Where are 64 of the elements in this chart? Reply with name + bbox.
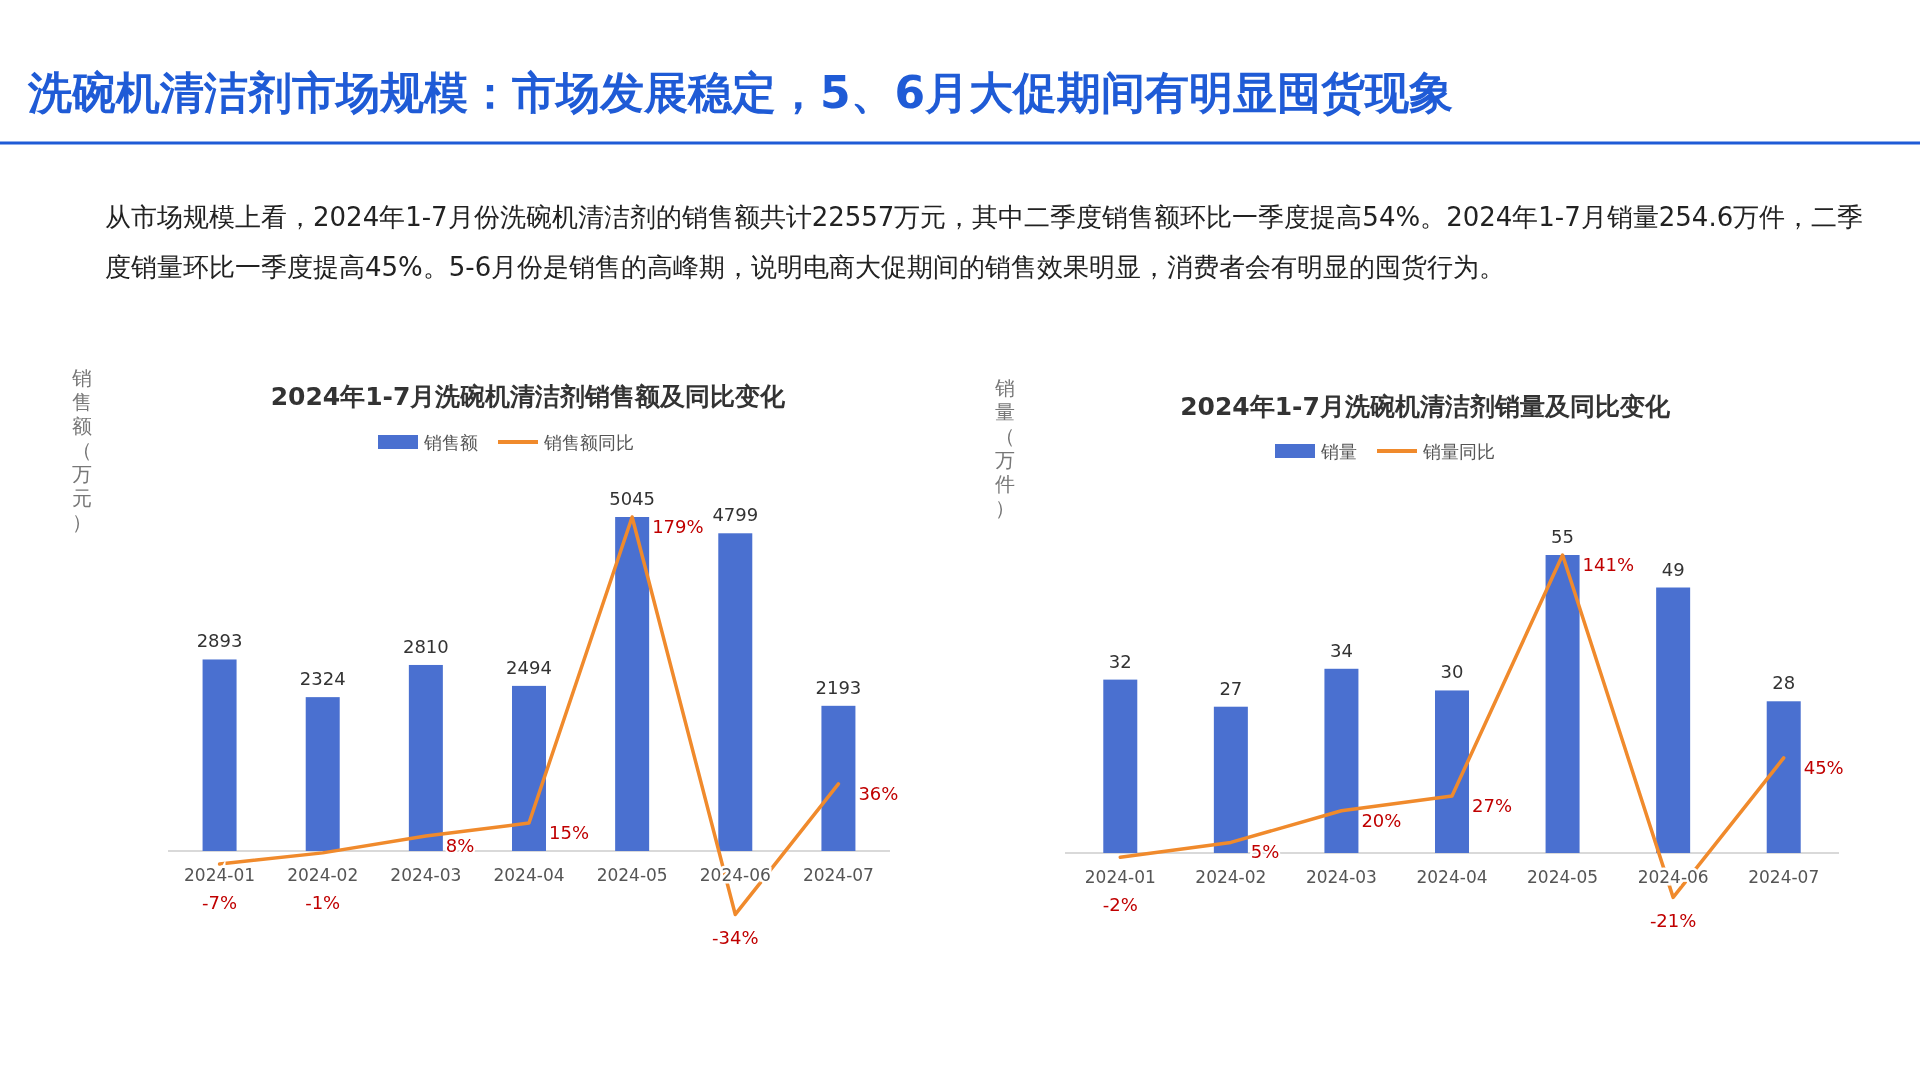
x-tick-label: 2024-07 <box>1748 867 1820 887</box>
text: 从市场规模上看，2024年1-7月份洗碗机清洁剂的销售额共计22557万元，其中二季度销售额环比一季度提高54%。2024年1-7月销量254.6万件，二季度销量环比一季度提高45%。5-6月份是销售的高峰期，说明电商大促期间的销售效果明显，消费者会有明显的囤货行为。 <box>105 201 1865 284</box>
x-tick-label: 2024-05 <box>1527 867 1599 887</box>
bar <box>1103 679 1138 853</box>
y-axis-title: 销售额（万元） <box>71 366 92 534</box>
data-label: 141% <box>1582 554 1635 575</box>
data-label: -21% <box>1649 910 1697 932</box>
bar <box>512 685 546 851</box>
data-label: 45% <box>1803 756 1844 778</box>
data-label: 2193 <box>815 676 862 698</box>
data-label: 27 <box>1219 677 1243 699</box>
x-tick-label: 2024-05 <box>596 865 668 885</box>
bar <box>408 664 443 851</box>
data-label: -2% <box>1102 894 1138 915</box>
x-tick-label: 2024-03 <box>390 865 462 885</box>
bar <box>615 517 650 851</box>
data-label: -1% <box>305 892 341 913</box>
bar <box>1766 701 1801 853</box>
bar <box>305 697 340 851</box>
legend-label: 销量同比 <box>1422 441 1495 462</box>
bar <box>1324 668 1359 853</box>
data-label: 2810 <box>402 635 449 657</box>
data-label: 5% <box>1250 841 1280 863</box>
data-label: 55 <box>1551 526 1575 547</box>
x-tick-label: 2024-01 <box>184 865 256 885</box>
x-tick-label: 2024-04 <box>493 865 565 885</box>
bar <box>1213 706 1248 853</box>
data-label: 15% <box>549 822 590 844</box>
text: 洗碗机清洁剂市场规模：市场发展稳定，5、6月大促期间有明显囤货现象 <box>27 67 1454 118</box>
data-label: 20% <box>1361 809 1402 831</box>
bar <box>202 659 237 851</box>
y-axis-title: 销量（万件） <box>994 376 1015 520</box>
data-label: 27% <box>1472 794 1513 816</box>
x-tick-label: 2024-02 <box>1195 867 1267 887</box>
data-label: -34% <box>712 927 759 949</box>
x-tick-label: 2024-03 <box>1305 867 1377 887</box>
x-tick-label: 2024-07 <box>802 865 874 885</box>
data-label: 36% <box>858 782 899 804</box>
bar <box>821 705 856 851</box>
data-label: 4799 <box>712 504 759 526</box>
x-tick-label: 2024-04 <box>1416 867 1488 887</box>
data-label: 49 <box>1661 558 1685 580</box>
data-label: 8% <box>445 835 475 857</box>
data-label: 2893 <box>196 630 243 652</box>
data-label: -7% <box>202 892 238 913</box>
bar <box>1656 587 1691 853</box>
data-label: 32 <box>1108 650 1132 672</box>
data-label: 179% <box>652 516 704 537</box>
data-label: 5045 <box>609 488 656 509</box>
x-tick-label: 2024-02 <box>287 865 359 885</box>
data-label: 2494 <box>506 656 552 678</box>
chart-title: 2024年1-7月洗碗机清洁剂销售额及同比变化 <box>270 382 787 411</box>
legend-label: 销售额 <box>423 432 478 453</box>
data-label: 2324 <box>299 668 346 690</box>
data-label: 30 <box>1440 661 1464 683</box>
chart-title: 2024年1-7月洗碗机清洁剂销量及同比变化 <box>1180 392 1671 421</box>
legend-label: 销售额同比 <box>543 432 634 453</box>
bar <box>1435 690 1469 853</box>
x-tick-label: 2024-01 <box>1084 867 1156 887</box>
legend-label: 销量 <box>1320 441 1357 462</box>
bar <box>718 533 753 851</box>
data-label: 28 <box>1772 672 1796 694</box>
bar <box>1545 555 1580 853</box>
data-label: 34 <box>1329 639 1353 661</box>
